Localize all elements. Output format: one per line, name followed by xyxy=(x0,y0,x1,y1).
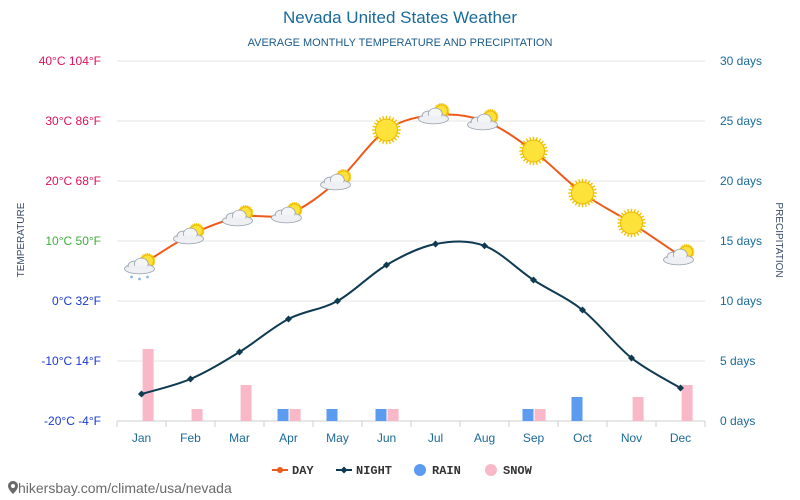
legend-item-rain[interactable]: RAIN xyxy=(414,464,461,478)
night-point-may xyxy=(334,297,341,305)
sun-icon-nov xyxy=(617,208,646,238)
snow-bar-feb xyxy=(191,409,203,421)
legend-label: DAY xyxy=(292,464,314,478)
x-tick-label-mar: Mar xyxy=(229,431,250,445)
night-point-jul xyxy=(432,240,439,248)
sun-icon-oct xyxy=(568,178,597,208)
y-tick-label-temperature: 0°C 32°F xyxy=(52,294,101,308)
y-tick-label-temperature: 10°C 50°F xyxy=(45,234,101,248)
cloud-sun-icon-feb xyxy=(173,223,205,245)
chart-title: Nevada United States Weather xyxy=(283,8,517,27)
rain-bar-sep xyxy=(522,409,534,421)
x-tick-label-may: May xyxy=(326,431,349,445)
weather-icons xyxy=(124,103,695,281)
day-temperature-line xyxy=(140,113,682,266)
y-tick-label-precipitation: 10 days xyxy=(720,294,762,308)
night-point-aug xyxy=(481,242,488,250)
y-tick-label-precipitation: 0 days xyxy=(720,414,755,428)
snow-bar-apr xyxy=(289,409,301,421)
cloud-sun-icon-jul xyxy=(418,103,450,125)
night-point-jun xyxy=(383,261,390,269)
cloud-sun-icon-mar xyxy=(222,205,254,227)
cloud-sun-icon-dec xyxy=(663,244,695,266)
temperature-lines xyxy=(138,113,684,398)
footer-link[interactable]: hikersbay.com/climate/usa/nevada xyxy=(18,480,232,496)
legend: DAY NIGHT RAIN SNOW xyxy=(272,464,533,478)
location-pin-icon xyxy=(8,481,18,494)
x-tick-label-feb: Feb xyxy=(180,431,201,445)
legend-item-night[interactable]: NIGHT xyxy=(336,464,392,478)
snow-bar-nov xyxy=(632,397,644,421)
footer[interactable]: hikersbay.com/climate/usa/nevada xyxy=(8,480,232,496)
y-tick-label-temperature: 30°C 86°F xyxy=(45,114,101,128)
x-tick-label-jan: Jan xyxy=(132,431,151,445)
legend-label: SNOW xyxy=(503,464,533,478)
y-axis-title-precipitation: PRECIPITATION xyxy=(773,202,784,277)
y-tick-label-precipitation: 25 days xyxy=(720,114,762,128)
x-tick-label-nov: Nov xyxy=(621,431,642,445)
y-tick-label-precipitation: 30 days xyxy=(720,54,762,68)
precipitation-bars xyxy=(142,349,693,421)
cloud-sun-icon-aug xyxy=(467,109,499,131)
night-point-sep xyxy=(530,276,537,284)
y-tick-label-precipitation: 15 days xyxy=(720,234,762,248)
x-tick-label-dec: Dec xyxy=(670,431,691,445)
x-tick-label-oct: Oct xyxy=(573,431,592,445)
y-tick-label-temperature: 40°C 104°F xyxy=(39,54,101,68)
legend-label: NIGHT xyxy=(356,464,392,478)
y-tick-label-temperature: 20°C 68°F xyxy=(45,174,101,188)
legend-item-day[interactable]: DAY xyxy=(272,464,314,478)
x-tick-label-jul: Jul xyxy=(428,431,443,445)
y-tick-label-precipitation: 20 days xyxy=(720,174,762,188)
sun-icon-jun xyxy=(372,115,401,145)
night-point-jan xyxy=(138,390,145,398)
cloud-snow-sun-icon-jan xyxy=(124,253,156,281)
night-temperature-line xyxy=(141,240,682,395)
snow-bar-dec xyxy=(681,385,693,421)
x-tick-label-apr: Apr xyxy=(279,431,298,445)
grid-lines xyxy=(116,60,706,427)
night-point-dec xyxy=(677,384,684,392)
y-tick-label-precipitation: 5 days xyxy=(720,354,755,368)
y-tick-label-temperature: -20°C -4°F xyxy=(44,414,101,428)
snow-bar-jan xyxy=(142,349,154,421)
cloud-sun-icon-apr xyxy=(271,202,303,224)
night-point-oct xyxy=(579,306,586,314)
legend-item-snow[interactable]: SNOW xyxy=(485,464,533,478)
snow-bar-mar xyxy=(240,385,252,421)
x-tick-label-aug: Aug xyxy=(474,431,495,445)
night-point-feb xyxy=(187,375,194,383)
axis-tick-labels: 40°C 104°F 30°C 86°F 20°C 68°F 10°C 50°F 0°C… xyxy=(39,54,762,445)
night-point-apr xyxy=(285,315,292,323)
cloud-sun-icon-may xyxy=(320,169,352,191)
rain-bar-oct xyxy=(571,397,583,421)
sun-icon-sep xyxy=(519,136,548,166)
x-tick-label-sep: Sep xyxy=(523,431,545,445)
y-tick-label-temperature: -10°C 14°F xyxy=(41,354,101,368)
snow-bar-sep xyxy=(534,409,546,421)
y-axis-title-temperature: TEMPERATURE xyxy=(16,202,27,277)
night-point-nov xyxy=(628,354,635,362)
chart-subtitle: AVERAGE MONTHLY TEMPERATURE AND PRECIPIT… xyxy=(248,37,553,49)
legend-label: RAIN xyxy=(432,464,461,478)
x-tick-label-jun: Jun xyxy=(377,431,396,445)
rain-bar-may xyxy=(326,409,338,421)
snow-bar-jun xyxy=(387,409,399,421)
rain-bar-apr xyxy=(277,409,289,421)
night-point-mar xyxy=(236,348,243,356)
rain-bar-jun xyxy=(375,409,387,421)
